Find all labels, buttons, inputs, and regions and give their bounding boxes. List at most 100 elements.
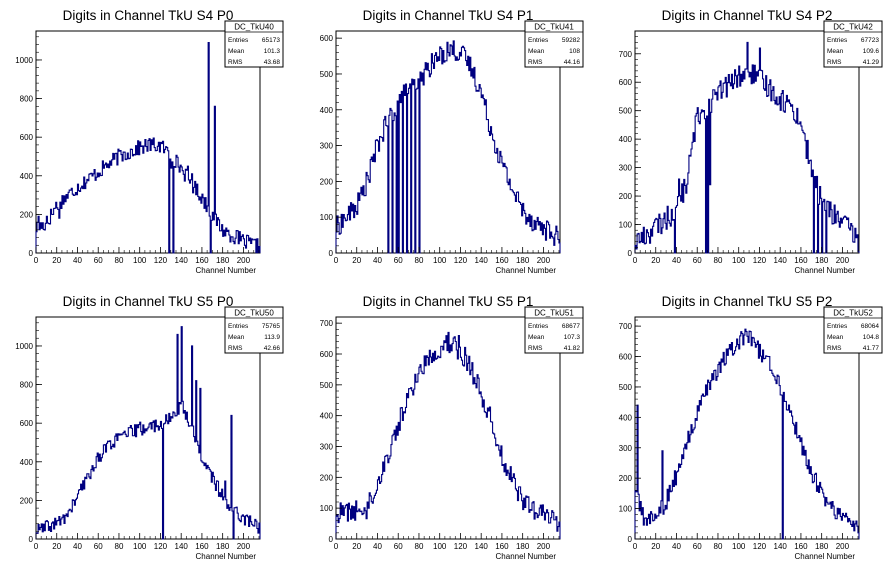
x-tick-label: 0 <box>633 542 638 551</box>
y-tick-label: 300 <box>619 444 633 453</box>
stats-label: RMS <box>528 59 543 66</box>
stats-label: RMS <box>228 345 243 352</box>
y-tick-label: 800 <box>20 95 34 104</box>
stats-label: Entries <box>827 37 848 44</box>
x-tick-label: 80 <box>115 256 124 265</box>
y-tick-label: 500 <box>320 70 334 79</box>
x-tick-label: 0 <box>633 256 638 265</box>
x-tick-label: 80 <box>714 542 723 551</box>
stats-box-title: DC_TkU51 <box>534 309 574 318</box>
y-tick-label: 0 <box>29 535 34 544</box>
stats-box: DC_TkU52 Entries 68064 Mean 104.8 RMS 41.77 <box>823 306 883 354</box>
stats-value: 59282 <box>562 37 580 44</box>
y-tick-label: 500 <box>320 381 334 390</box>
stats-label: Mean <box>827 48 844 55</box>
stats-value: 113.9 <box>264 334 280 341</box>
x-tick-label: 160 <box>794 256 808 265</box>
x-tick-label: 200 <box>537 256 551 265</box>
stats-value: 101.3 <box>264 48 281 55</box>
stats-value: 108 <box>569 48 580 55</box>
y-tick-label: 500 <box>619 383 633 392</box>
y-tick-label: 700 <box>619 50 633 59</box>
y-axis: 200 400 600 800 1000 0 <box>15 322 42 544</box>
y-tick-label: 0 <box>329 249 334 258</box>
x-tick-label: 200 <box>836 542 850 551</box>
x-tick-label: 40 <box>373 256 382 265</box>
stats-label: Mean <box>528 334 545 341</box>
x-tick-label: 40 <box>73 542 82 551</box>
x-tick-label: 200 <box>836 256 850 265</box>
stats-box-frame <box>224 20 284 68</box>
stats-box-title: DC_TkU50 <box>234 309 274 318</box>
y-tick-label: 300 <box>619 164 633 173</box>
y-tick-label: 400 <box>619 135 633 144</box>
x-tick-label: 100 <box>732 542 746 551</box>
x-tick-label: 140 <box>774 542 788 551</box>
chart-title: Digits in Channel TkU S5 P1 <box>363 294 534 309</box>
x-tick-label: 40 <box>73 256 82 265</box>
x-axis: 0 20 40 60 80 100 120 140 160 180 200 <box>34 247 260 265</box>
stats-value: 109.6 <box>863 48 880 55</box>
x-axis-label: Channel Number <box>196 266 257 275</box>
y-tick-label: 0 <box>29 249 34 258</box>
x-tick-label: 20 <box>651 542 660 551</box>
stats-box: DC_TkU51 Entries 68677 Mean 107.3 RMS 41.82 <box>524 306 584 354</box>
x-tick-label: 60 <box>394 542 403 551</box>
x-tick-label: 80 <box>415 256 424 265</box>
x-tick-label: 100 <box>133 256 147 265</box>
x-tick-label: 100 <box>732 256 746 265</box>
y-tick-label: 100 <box>320 504 334 513</box>
histogram-series <box>335 331 561 539</box>
x-tick-label: 60 <box>394 256 403 265</box>
x-tick-label: 140 <box>774 256 788 265</box>
x-tick-label: 0 <box>34 256 39 265</box>
histogram-series <box>335 40 561 254</box>
stats-value: 43.68 <box>264 59 281 66</box>
x-tick-label: 60 <box>94 256 103 265</box>
x-tick-label: 20 <box>52 542 61 551</box>
x-tick-label: 200 <box>237 542 251 551</box>
x-tick-label: 100 <box>433 542 447 551</box>
y-tick-label: 0 <box>628 249 633 258</box>
x-axis: 0 20 40 60 80 100 120 140 160 180 200 <box>34 533 260 551</box>
y-tick-label: 600 <box>619 78 633 87</box>
stats-value: 107.3 <box>564 334 581 341</box>
y-axis: 100 200 300 400 500 600 700 0 <box>619 319 641 544</box>
y-tick-label: 200 <box>320 177 334 186</box>
x-tick-label: 140 <box>475 542 489 551</box>
stats-value: 44.16 <box>564 59 581 66</box>
stats-box-title: DC_TkU40 <box>234 23 274 32</box>
stats-value: 42.66 <box>264 345 281 352</box>
x-tick-label: 40 <box>672 256 681 265</box>
stats-box-frame <box>823 20 883 68</box>
x-tick-label: 80 <box>415 542 424 551</box>
x-axis: 0 20 40 60 80 100 120 140 160 180 200 <box>633 247 859 265</box>
stats-box: DC_TkU42 Entries 67723 Mean 109.6 RMS 41.29 <box>823 20 883 68</box>
stats-label: RMS <box>827 345 842 352</box>
chart-title: Digits in Channel TkU S4 P0 <box>63 8 234 23</box>
x-tick-label: 60 <box>693 542 702 551</box>
x-tick-label: 40 <box>672 542 681 551</box>
x-tick-label: 160 <box>195 256 209 265</box>
y-tick-label: 700 <box>619 322 633 331</box>
y-tick-label: 100 <box>320 213 334 222</box>
stats-label: Entries <box>228 323 249 330</box>
stats-label: Entries <box>827 323 848 330</box>
y-tick-label: 500 <box>619 107 633 116</box>
chart-panel-0: Digits in Channel TkU S4 P0 0 20 40 60 80 100 1… <box>15 8 284 275</box>
stats-label: Entries <box>528 323 549 330</box>
stats-label: Mean <box>228 334 245 341</box>
y-tick-label: 200 <box>619 192 633 201</box>
x-tick-label: 160 <box>495 542 509 551</box>
y-tick-label: 600 <box>320 350 334 359</box>
y-axis: 200 400 600 800 1000 0 <box>15 36 42 258</box>
x-tick-label: 160 <box>495 256 509 265</box>
chart-panel-5: Digits in Channel TkU S5 P20 20 40 60 80 100 1… <box>619 294 883 561</box>
y-tick-label: 1000 <box>15 56 33 65</box>
histogram-series <box>35 326 261 540</box>
y-tick-label: 600 <box>20 133 34 142</box>
x-tick-label: 120 <box>154 256 168 265</box>
y-axis: 100 200 300 400 500 600 700 0 <box>619 36 641 258</box>
y-tick-label: 700 <box>320 319 334 328</box>
stats-value: 67723 <box>861 37 879 44</box>
